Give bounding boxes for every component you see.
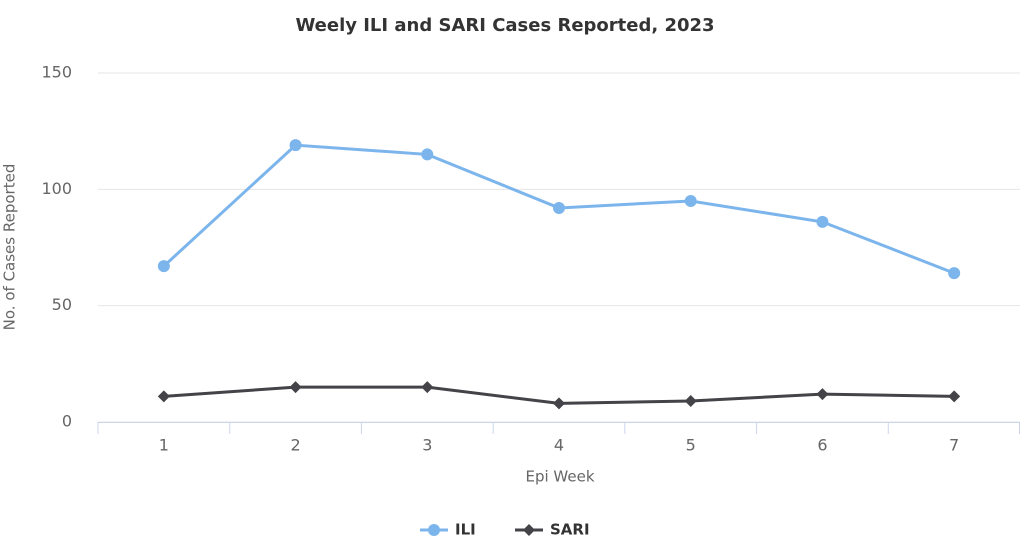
point: [816, 215, 829, 228]
y-tick-label: 150: [41, 63, 72, 82]
legend-marker: [523, 524, 535, 536]
x-axis-title: Epi Week: [525, 468, 594, 486]
point: [421, 148, 434, 161]
x-tick-label: 3: [422, 436, 432, 455]
y-tick-label: 0: [62, 412, 72, 431]
legend-marker: [428, 524, 440, 536]
x-tick-label: 5: [686, 436, 696, 455]
y-axis-title: No. of Cases Reported: [1, 164, 19, 331]
x-tick-label: 4: [554, 436, 564, 455]
point: [948, 267, 961, 280]
y-tick-label: 100: [41, 179, 72, 198]
legend-label: ILI: [455, 521, 476, 539]
point: [684, 194, 697, 207]
point: [948, 390, 961, 403]
point: [289, 139, 302, 152]
chart-title: Weely ILI and SARI Cases Reported, 2023: [295, 15, 714, 36]
y-tick-label: 50: [52, 295, 72, 314]
legend-label: SARI: [550, 521, 590, 539]
point: [816, 388, 829, 401]
x-tick-label: 7: [949, 436, 959, 455]
x-tick-label: 6: [817, 436, 827, 455]
point: [553, 397, 565, 410]
point: [421, 381, 434, 394]
point: [157, 390, 170, 403]
x-tick-label: 2: [290, 436, 300, 455]
point: [289, 381, 302, 394]
x-tick-label: 1: [159, 436, 169, 455]
point: [157, 260, 170, 273]
point: [684, 395, 697, 408]
point: [553, 201, 565, 214]
